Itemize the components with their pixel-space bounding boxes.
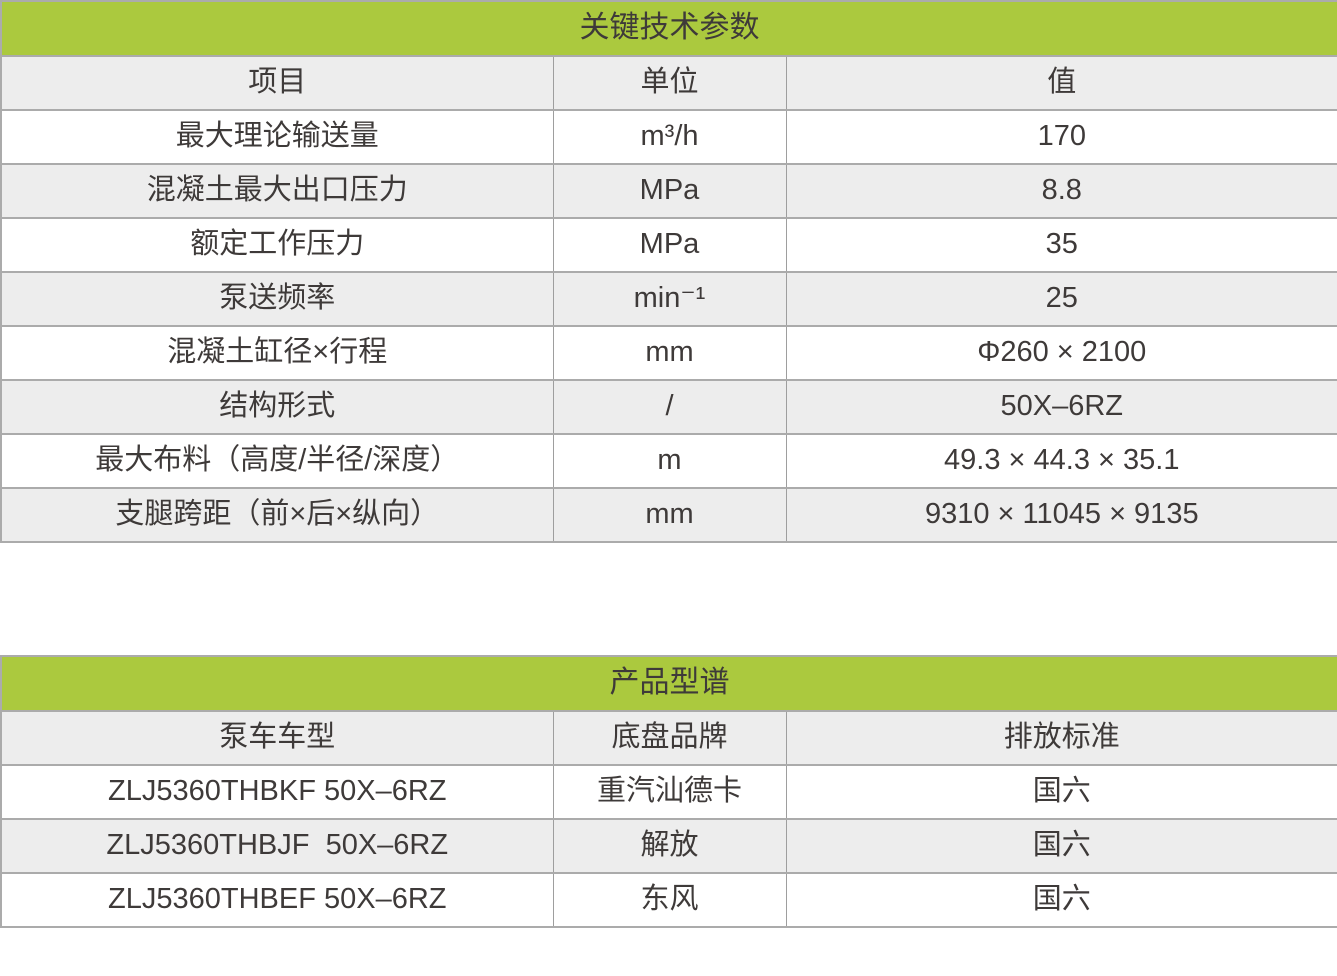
table-row: ZLJ5360THBEF 50X–6RZ 东风 国六 <box>0 872 1337 928</box>
cell-param-unit: m³/h <box>552 109 787 165</box>
table-row: 结构形式 / 50X–6RZ <box>0 379 1337 435</box>
table-row: 混凝土最大出口压力 MPa 8.8 <box>0 163 1337 219</box>
spectrum-table-header-row: 泵车车型 底盘品牌 排放标准 <box>0 710 1337 766</box>
cell-model: ZLJ5360THBEF 50X–6RZ <box>0 872 554 928</box>
table-row: 最大布料（高度/半径/深度） m 49.3 × 44.3 × 35.1 <box>0 433 1337 489</box>
column-header-value: 值 <box>785 55 1337 111</box>
table-row: 支腿跨距（前×后×纵向） mm 9310 × 11045 × 9135 <box>0 487 1337 543</box>
product-spectrum-table: 产品型谱 泵车车型 底盘品牌 排放标准 ZLJ5360THBKF 50X–6RZ… <box>0 655 1337 928</box>
cell-param-unit: / <box>552 379 787 435</box>
cell-param-name: 支腿跨距（前×后×纵向） <box>0 487 554 543</box>
cell-param-name: 最大理论输送量 <box>0 109 554 165</box>
cell-model: ZLJ5360THBJF 50X–6RZ <box>0 818 554 874</box>
cell-param-value: 49.3 × 44.3 × 35.1 <box>785 433 1337 489</box>
cell-model: ZLJ5360THBKF 50X–6RZ <box>0 764 554 820</box>
cell-param-value: 9310 × 11045 × 9135 <box>785 487 1337 543</box>
cell-param-unit: mm <box>552 325 787 381</box>
column-header-emission-standard: 排放标准 <box>785 710 1337 766</box>
cell-chassis-brand: 解放 <box>552 818 787 874</box>
cell-emission-standard: 国六 <box>785 764 1337 820</box>
cell-param-name: 混凝土缸径×行程 <box>0 325 554 381</box>
cell-param-unit: MPa <box>552 163 787 219</box>
spectrum-table-title-row: 产品型谱 <box>1 655 1337 712</box>
cell-param-name: 混凝土最大出口压力 <box>0 163 554 219</box>
cell-param-name: 最大布料（高度/半径/深度） <box>0 433 554 489</box>
cell-param-name: 额定工作压力 <box>0 217 554 273</box>
table-row: 混凝土缸径×行程 mm Φ260 × 2100 <box>0 325 1337 381</box>
cell-param-value: 170 <box>785 109 1337 165</box>
table-row: ZLJ5360THBJF 50X–6RZ 解放 国六 <box>0 818 1337 874</box>
table-row: ZLJ5360THBKF 50X–6RZ 重汽汕德卡 国六 <box>0 764 1337 820</box>
key-parameters-table: 关键技术参数 项目 单位 值 最大理论输送量 m³/h 170 混凝土最大出口压… <box>0 0 1337 543</box>
cell-param-name: 结构形式 <box>0 379 554 435</box>
column-header-chassis-brand: 底盘品牌 <box>552 710 787 766</box>
cell-param-name: 泵送频率 <box>0 271 554 327</box>
column-header-model: 泵车车型 <box>0 710 554 766</box>
cell-param-unit: MPa <box>552 217 787 273</box>
table-row: 最大理论输送量 m³/h 170 <box>0 109 1337 165</box>
cell-param-unit: m <box>552 433 787 489</box>
param-table-title-row: 关键技术参数 <box>1 0 1337 57</box>
column-header-item: 项目 <box>0 55 554 111</box>
param-table-header-row: 项目 单位 值 <box>0 55 1337 111</box>
cell-param-value: 50X–6RZ <box>785 379 1337 435</box>
cell-emission-standard: 国六 <box>785 872 1337 928</box>
table-row: 泵送频率 min⁻¹ 25 <box>0 271 1337 327</box>
cell-param-value: 35 <box>785 217 1337 273</box>
cell-param-value: 8.8 <box>785 163 1337 219</box>
cell-chassis-brand: 重汽汕德卡 <box>552 764 787 820</box>
cell-param-unit: mm <box>552 487 787 543</box>
cell-param-unit: min⁻¹ <box>552 271 787 327</box>
cell-param-value: 25 <box>785 271 1337 327</box>
cell-emission-standard: 国六 <box>785 818 1337 874</box>
cell-chassis-brand: 东风 <box>552 872 787 928</box>
table-row: 额定工作压力 MPa 35 <box>0 217 1337 273</box>
cell-param-value: Φ260 × 2100 <box>785 325 1337 381</box>
param-table-title: 关键技术参数 <box>1 0 1337 57</box>
column-header-unit: 单位 <box>552 55 787 111</box>
spectrum-table-title: 产品型谱 <box>1 655 1337 712</box>
